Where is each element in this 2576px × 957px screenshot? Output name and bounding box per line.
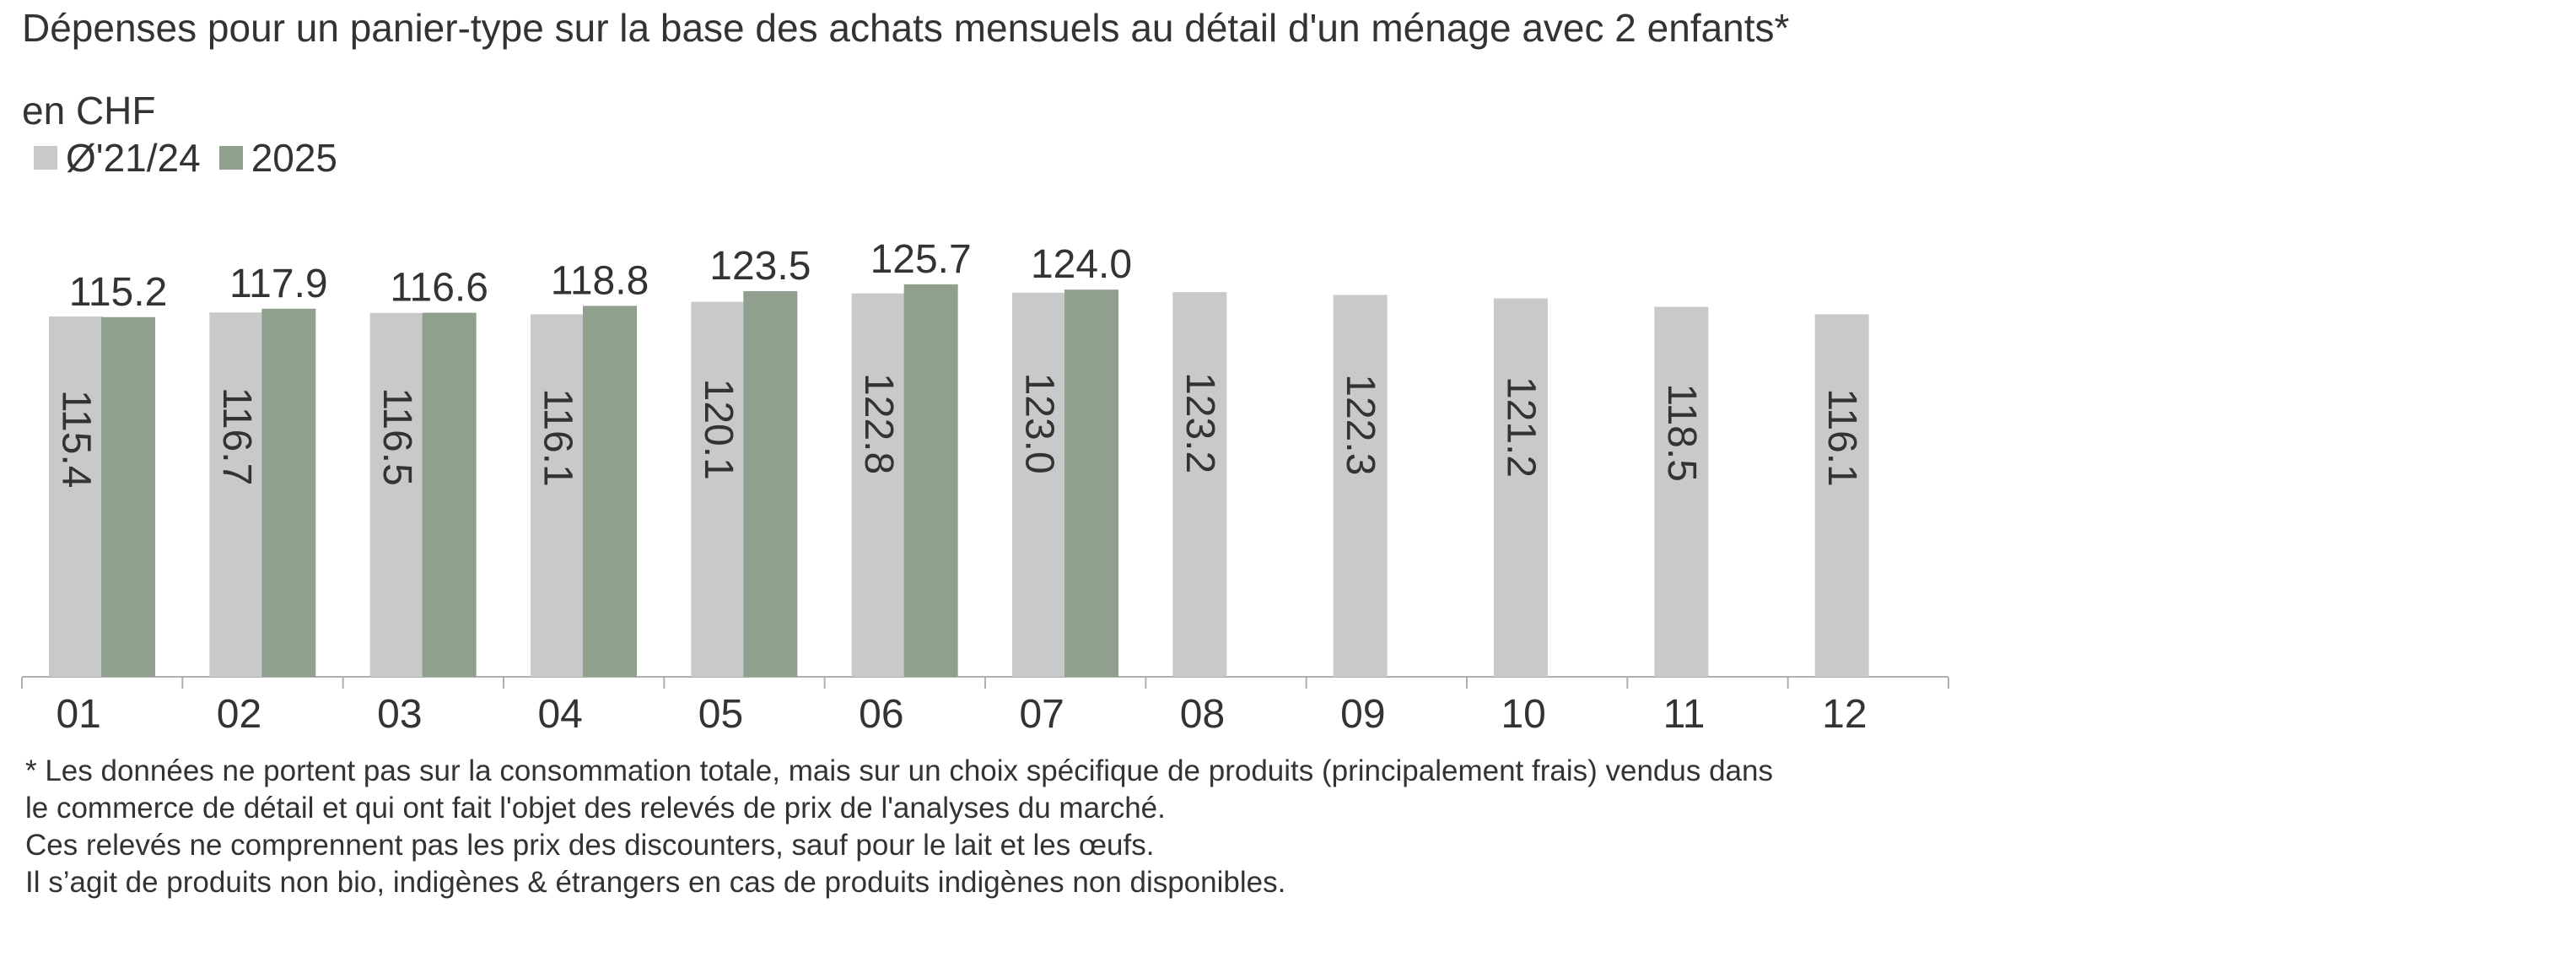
legend-item-avg: Ø'21/24 (34, 135, 201, 181)
bar-label-avg: 120.1 (696, 379, 741, 480)
bar-label-avg: 122.8 (856, 373, 901, 474)
x-tick-label: 11 (1663, 692, 1706, 737)
x-tick-label: 05 (698, 692, 743, 737)
x-tick-label: 07 (1019, 692, 1064, 737)
x-tick-label: 09 (1340, 692, 1385, 737)
footnote: * Les données ne portent pas sur la cons… (25, 753, 1773, 901)
chart-title: Dépenses pour un panier-type sur la base… (22, 6, 1790, 50)
x-tick-label: 01 (56, 692, 100, 737)
bar-avg (369, 312, 424, 677)
bar-avg (49, 316, 103, 677)
footnote-line: Ces relevés ne comprennent pas les prix … (25, 829, 1155, 862)
bar-label-avg: 116.1 (1819, 388, 1864, 487)
bar-label-avg: 116.5 (375, 387, 419, 486)
bar-label-2025: 125.7 (870, 237, 972, 282)
footnote-line: Il s’agit de produits non bio, indigènes… (25, 866, 1286, 899)
footnote-line: le commerce de détail et qui ont fait l'… (25, 792, 1166, 825)
legend-label-avg: Ø'21/24 (66, 136, 201, 180)
bar-avg (209, 312, 264, 677)
bar-label-avg: 123.0 (1017, 373, 1062, 474)
bar-avg (1333, 295, 1388, 677)
bar-avg (1654, 306, 1709, 677)
legend: Ø'21/24 2025 (34, 135, 356, 181)
bar-avg (1012, 292, 1066, 677)
bar-label-avg: 116.1 (536, 388, 580, 487)
x-tick-label: 12 (1822, 692, 1867, 737)
x-tick-label: 10 (1501, 692, 1545, 737)
bar-avg (531, 314, 585, 677)
bar-2025 (101, 316, 155, 677)
x-tick-label: 02 (217, 692, 261, 737)
bar-label-avg: 122.3 (1338, 374, 1382, 475)
legend-label-2025: 2025 (251, 136, 338, 180)
bar-label-avg: 118.5 (1659, 383, 1704, 482)
bar-2025 (743, 291, 798, 677)
x-tick-label: 04 (537, 692, 582, 737)
bar-avg (1814, 314, 1869, 677)
bar-label-2025: 118.8 (551, 258, 649, 303)
bar-label-2025: 116.6 (390, 266, 488, 311)
bar-avg (1172, 292, 1227, 677)
bar-2025 (1064, 289, 1118, 677)
legend-swatch-avg (34, 146, 57, 170)
bar-avg (1494, 298, 1548, 677)
bar-label-avg: 123.2 (1178, 372, 1222, 473)
bar-label-2025: 124.0 (1031, 242, 1132, 287)
x-tick-label: 06 (859, 692, 903, 737)
footnote-line: * Les données ne portent pas sur la cons… (25, 754, 1773, 787)
unit-label: en CHF (22, 89, 156, 132)
x-tick-label: 08 (1180, 692, 1225, 737)
bar-2025 (583, 305, 637, 677)
bar-2025 (261, 308, 316, 677)
bar-avg (851, 293, 906, 677)
bar-2025 (422, 312, 477, 677)
bar-label-2025: 115.2 (69, 270, 168, 315)
bar-avg (691, 301, 746, 677)
legend-item-2025: 2025 (218, 135, 338, 181)
legend-swatch-2025 (218, 146, 243, 170)
x-tick-label: 03 (377, 692, 422, 737)
bar-label-avg: 121.2 (1499, 376, 1544, 478)
bar-label-2025: 123.5 (709, 244, 811, 289)
bar-label-avg: 115.4 (54, 390, 99, 489)
bar-label-avg: 116.7 (214, 387, 259, 486)
bar-2025 (903, 284, 958, 677)
bar-label-2025: 117.9 (229, 262, 328, 306)
